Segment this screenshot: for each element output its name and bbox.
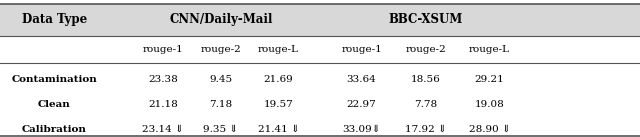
Text: 7.78: 7.78 (414, 100, 437, 109)
Text: 9.45: 9.45 (209, 75, 232, 84)
Text: 18.56: 18.56 (411, 75, 440, 84)
Text: 19.08: 19.08 (475, 100, 504, 109)
Text: BBC-XSUM: BBC-XSUM (388, 13, 463, 26)
Text: 7.18: 7.18 (209, 100, 232, 109)
Text: 17.92 ⇓: 17.92 ⇓ (404, 125, 447, 134)
Text: 23.14 ⇓: 23.14 ⇓ (142, 125, 184, 134)
Text: Clean: Clean (38, 100, 71, 109)
Text: 21.69: 21.69 (264, 75, 293, 84)
Text: 23.38: 23.38 (148, 75, 178, 84)
Text: 28.90 ⇓: 28.90 ⇓ (468, 125, 511, 134)
Text: Data Type: Data Type (22, 13, 87, 26)
Text: rouge-2: rouge-2 (405, 45, 446, 54)
Text: 22.97: 22.97 (347, 100, 376, 109)
Text: CNN/Daily-Mail: CNN/Daily-Mail (169, 13, 273, 26)
Text: 19.57: 19.57 (264, 100, 293, 109)
Text: 21.41 ⇓: 21.41 ⇓ (257, 125, 300, 134)
Text: rouge-1: rouge-1 (143, 45, 184, 54)
Text: rouge-2: rouge-2 (200, 45, 241, 54)
Text: 33.09⇓: 33.09⇓ (342, 125, 381, 134)
Text: 33.64: 33.64 (347, 75, 376, 84)
Text: 21.18: 21.18 (148, 100, 178, 109)
Text: 29.21: 29.21 (475, 75, 504, 84)
Text: Calibration: Calibration (22, 125, 87, 134)
Text: 9.35 ⇓: 9.35 ⇓ (204, 125, 238, 134)
Text: rouge-1: rouge-1 (341, 45, 382, 54)
Bar (0, 4, 640, 36)
Text: Contamination: Contamination (12, 75, 97, 84)
Text: rouge-L: rouge-L (469, 45, 510, 54)
Text: rouge-L: rouge-L (258, 45, 299, 54)
